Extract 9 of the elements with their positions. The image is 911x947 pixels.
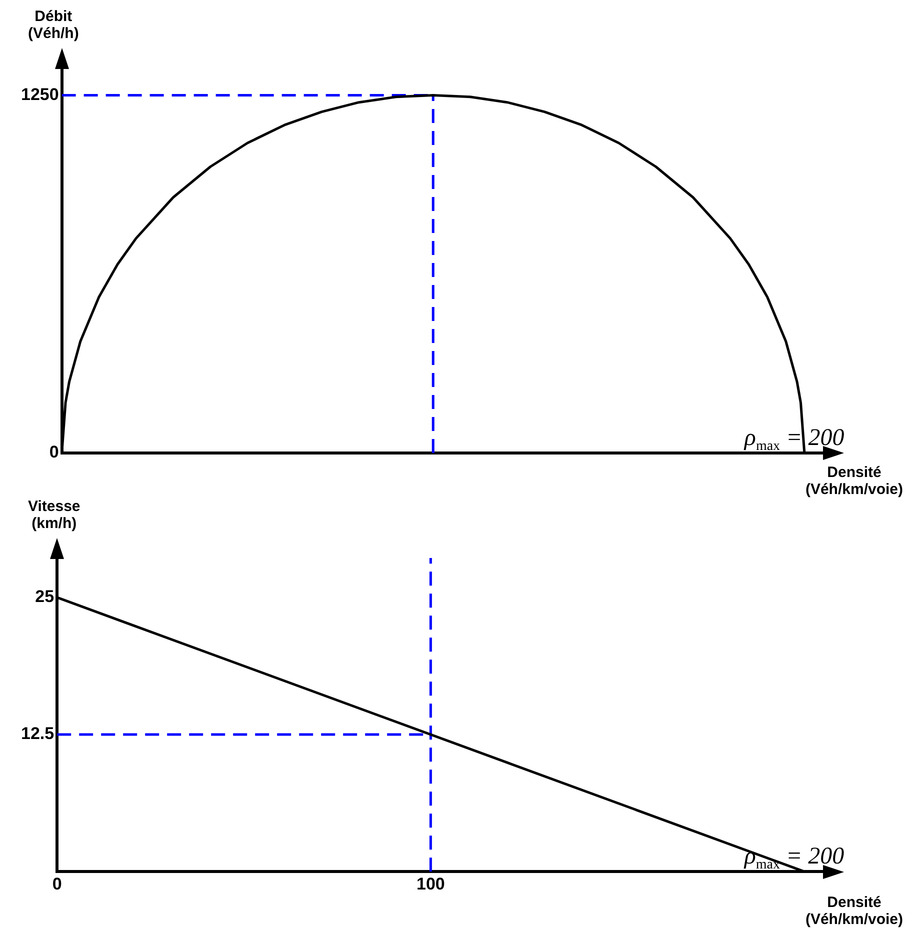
y-tick-label: 0 — [49, 442, 59, 462]
y-axis-title: Débit (Véh/h) — [28, 8, 79, 42]
x-axis-title: Densité (Véh/km/voie) — [805, 894, 903, 928]
y-tick-label: 12.5 — [20, 724, 54, 744]
y-tick-label: 25 — [35, 587, 54, 606]
y-tick-label: 1250 — [20, 84, 59, 104]
x-tick-label: 100 — [416, 874, 445, 894]
x-axis-title: Densité (Véh/km/voie) — [805, 464, 903, 498]
y-axis-title: Vitesse (km/h) — [28, 498, 80, 532]
